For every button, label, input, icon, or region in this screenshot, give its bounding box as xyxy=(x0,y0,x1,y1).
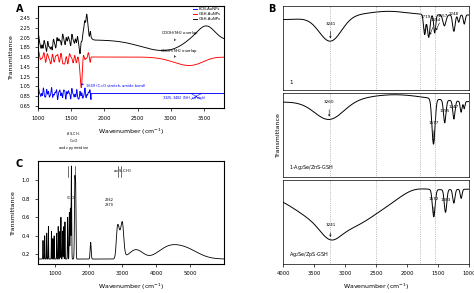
Text: COOH/NH$_2$ overlap: COOH/NH$_2$ overlap xyxy=(161,29,199,40)
Text: 1248: 1248 xyxy=(449,12,459,16)
Text: Cl-Cl: Cl-Cl xyxy=(67,195,75,200)
GSH-AuNPs xyxy=(221,37,227,40)
Line: GSH-AuNPs: GSH-AuNPs xyxy=(38,52,224,88)
ECB-AuNPs xyxy=(35,92,41,95)
ECB-AuNPs xyxy=(121,92,127,95)
Text: 2962
2870: 2962 2870 xyxy=(104,198,113,207)
Text: A: A xyxy=(16,4,23,14)
Text: 1572: 1572 xyxy=(429,197,439,213)
GSH-AuNPs xyxy=(216,56,221,59)
GSH-AuNPs xyxy=(126,42,131,45)
Text: a$\nu$ S-CH$_3$: a$\nu$ S-CH$_3$ xyxy=(113,168,132,175)
ECB-AuNPs xyxy=(216,92,221,95)
GSH-AuNPs xyxy=(216,34,221,37)
Text: COOH/NH$_2$ overlap: COOH/NH$_2$ overlap xyxy=(160,47,198,57)
GSH-AuNPs xyxy=(216,56,221,59)
ECB-AuNPs xyxy=(88,98,94,101)
ECB-AuNPs xyxy=(216,92,221,95)
Y-axis label: Transmittance: Transmittance xyxy=(9,35,14,79)
ECB-AuNPs xyxy=(221,92,227,95)
GSH-AuNPs xyxy=(84,12,90,16)
Text: 1577: 1577 xyxy=(429,121,439,141)
Text: Ag$_2$Se/ZpS-GSH: Ag$_2$Se/ZpS-GSH xyxy=(289,250,329,259)
X-axis label: Wavenumber (cm$^{-1}$): Wavenumber (cm$^{-1}$) xyxy=(98,126,164,137)
GSH-AuNPs xyxy=(182,63,187,67)
X-axis label: Wavenumber (cm$^{-1}$): Wavenumber (cm$^{-1}$) xyxy=(98,282,164,292)
Text: 1383: 1383 xyxy=(440,198,451,202)
Text: 1719: 1719 xyxy=(421,15,431,31)
GSH-AuNPs xyxy=(221,55,227,59)
Text: 1654: 1654 xyxy=(430,18,441,34)
Text: 3260: 3260 xyxy=(324,100,335,116)
Text: 3241: 3241 xyxy=(325,22,336,38)
ECB-AuNPs xyxy=(126,92,131,95)
Text: 1557: 1557 xyxy=(436,13,448,30)
Line: GSH-AuNPs: GSH-AuNPs xyxy=(38,14,224,54)
Text: $\delta$ S-CH$_3$
C=O
and $\nu$ pyrimidine: $\delta$ S-CH$_3$ C=O and $\nu$ pyrimidi… xyxy=(58,131,90,152)
Y-axis label: Transmittance: Transmittance xyxy=(11,190,16,235)
Text: 1: 1 xyxy=(289,80,292,85)
Text: 1395: 1395 xyxy=(439,109,450,113)
GSH-AuNPs xyxy=(77,52,83,55)
Text: 3241: 3241 xyxy=(325,223,336,236)
GSH-AuNPs xyxy=(35,55,41,59)
GSH-AuNPs xyxy=(121,55,127,59)
Line: ECB-AuNPs: ECB-AuNPs xyxy=(38,88,224,100)
X-axis label: Wavenumber (cm$^{-1}$): Wavenumber (cm$^{-1}$) xyxy=(343,282,410,292)
GSH-AuNPs xyxy=(45,42,50,45)
GSH-AuNPs xyxy=(182,41,187,45)
Legend: ECB-AuNPs, GSH-AuNPs, GSH-AuNPs: ECB-AuNPs, GSH-AuNPs, GSH-AuNPs xyxy=(191,6,222,23)
ECB-AuNPs xyxy=(182,92,187,95)
Text: 3325-3402 (NH$_2$ stretch): 3325-3402 (NH$_2$ stretch) xyxy=(162,94,207,101)
Text: B: B xyxy=(268,4,276,14)
ECB-AuNPs xyxy=(49,86,55,89)
GSH-AuNPs xyxy=(126,55,131,59)
GSH-AuNPs xyxy=(216,33,221,37)
ECB-AuNPs xyxy=(45,92,50,96)
GSH-AuNPs xyxy=(121,40,127,44)
Text: C: C xyxy=(16,159,23,169)
Y-axis label: Transmittance: Transmittance xyxy=(275,112,281,157)
GSH-AuNPs xyxy=(45,52,50,56)
Text: 1649 (C=O stretch, amide bond): 1649 (C=O stretch, amide bond) xyxy=(82,84,146,88)
Text: 1-Ag$_2$Se/ZnS-GSH: 1-Ag$_2$Se/ZnS-GSH xyxy=(289,163,334,172)
GSH-AuNPs xyxy=(35,39,41,42)
GSH-AuNPs xyxy=(36,50,42,54)
GSH-AuNPs xyxy=(78,86,84,89)
Text: 1247: 1247 xyxy=(449,105,459,109)
